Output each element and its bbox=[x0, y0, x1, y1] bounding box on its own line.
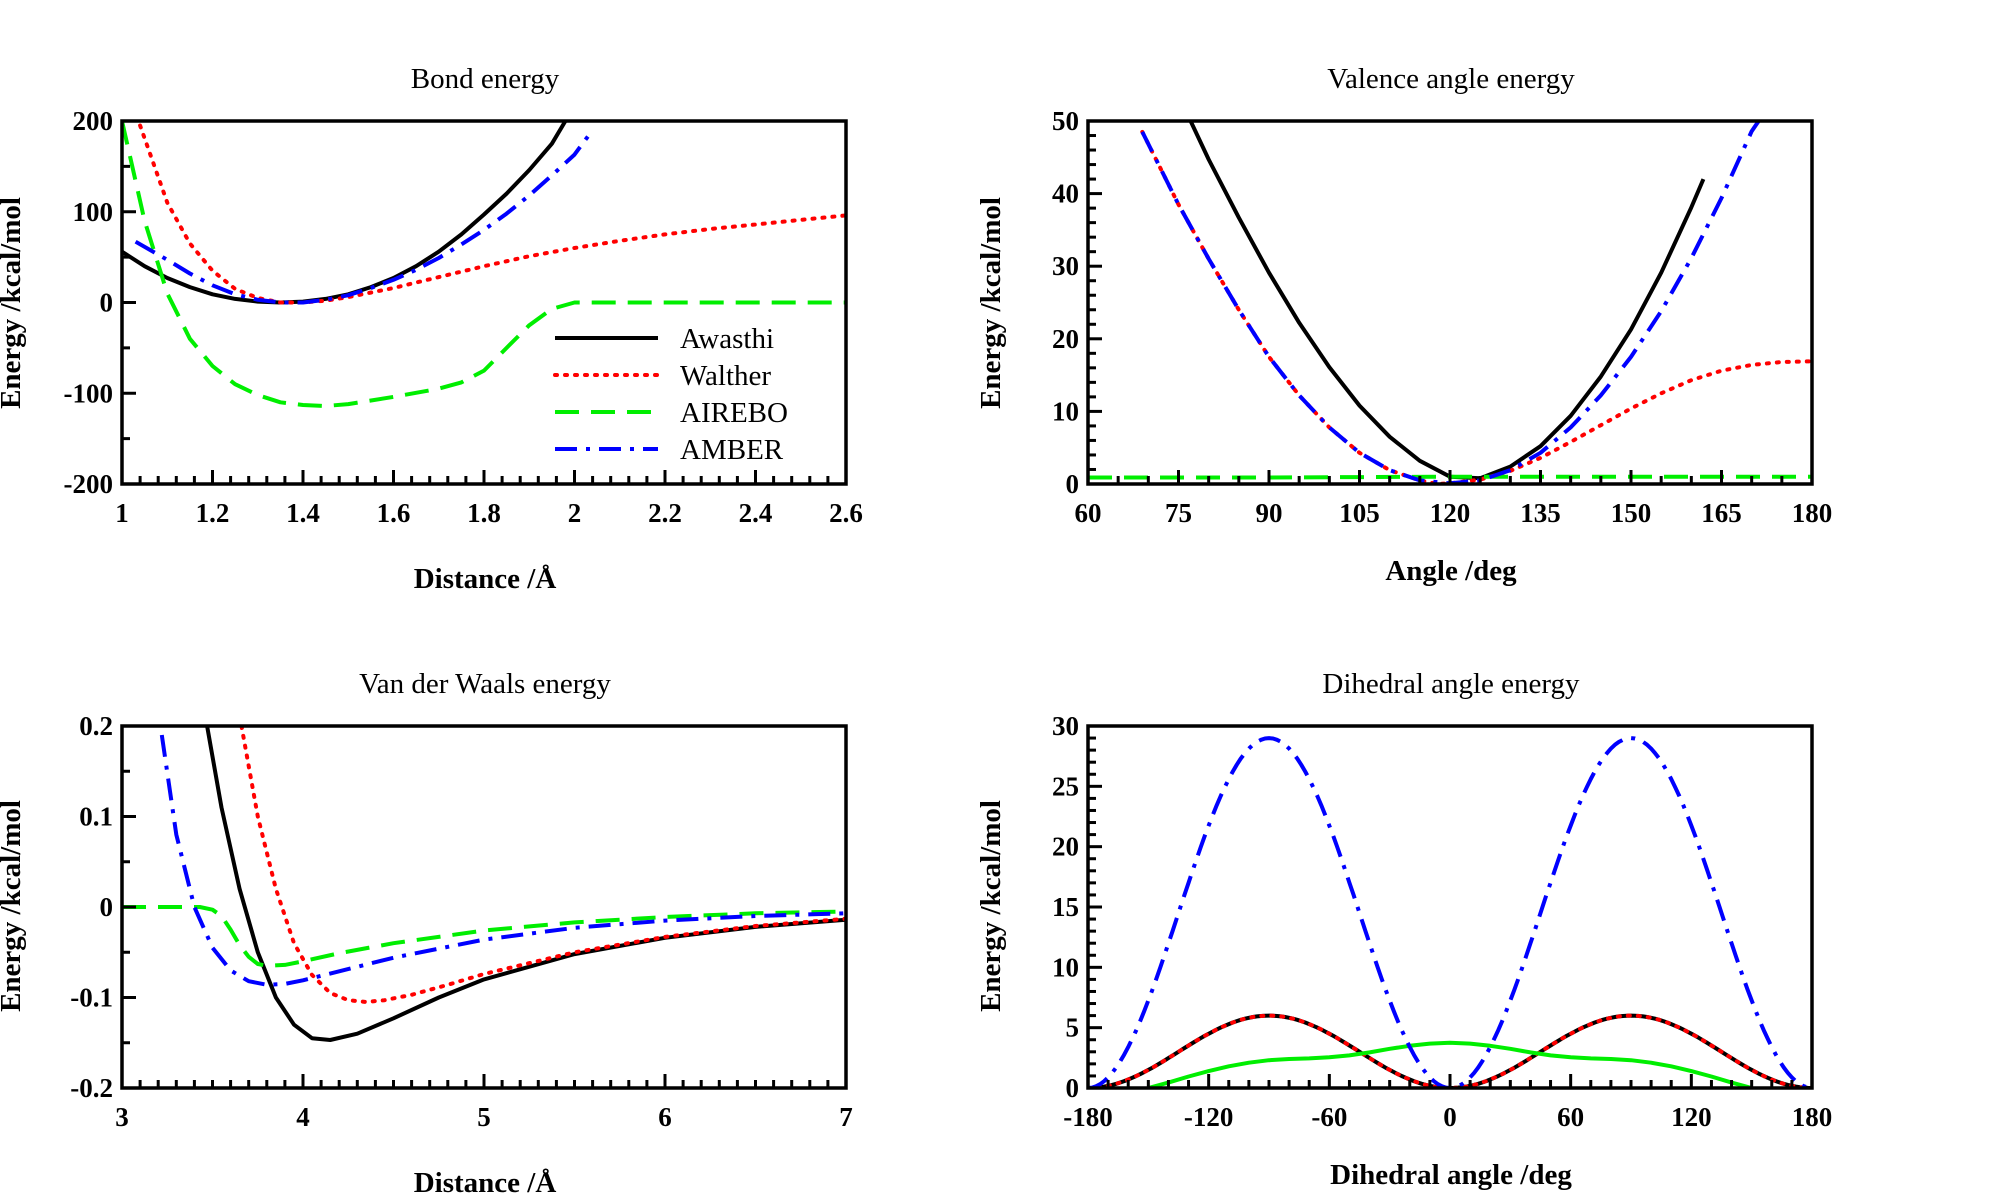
legend-label-amber: AMBER bbox=[680, 434, 784, 466]
chart-dihedral-angle-energy: Dihedral angle energy Dihedral angle /de… bbox=[975, 668, 1832, 1191]
y-tick-label: -0.2 bbox=[70, 1073, 113, 1103]
chart-title: Valence angle energy bbox=[1327, 63, 1575, 95]
y-tick-label: 20 bbox=[1052, 832, 1079, 862]
series-line-awasthi bbox=[122, 121, 568, 305]
series-line-amber bbox=[1140, 121, 1762, 484]
x-tick-label: 120 bbox=[1430, 498, 1471, 528]
series-line-awasthi bbox=[1188, 121, 1706, 481]
x-tick-label: 4 bbox=[296, 1102, 310, 1132]
series-line-awasthi bbox=[205, 726, 846, 1042]
series-line-airebo bbox=[122, 905, 846, 968]
plot-area bbox=[1088, 121, 1812, 484]
x-axis-label: Distance /Å bbox=[414, 1167, 557, 1199]
x-tick-label: 0 bbox=[1443, 1102, 1457, 1132]
x-tick-label: 5 bbox=[477, 1102, 491, 1132]
series-line-airebo bbox=[122, 121, 846, 408]
x-axis-label: Dihedral angle /deg bbox=[1330, 1159, 1572, 1191]
y-tick-label: 0 bbox=[1066, 1073, 1080, 1103]
legend-label-airebo: AIREBO bbox=[680, 397, 788, 429]
x-tick-label: 6 bbox=[658, 1102, 672, 1132]
x-tick-label: 180 bbox=[1792, 498, 1833, 528]
x-tick-label: 1.4 bbox=[286, 498, 320, 528]
x-tick-label: 7 bbox=[839, 1102, 853, 1132]
chart-title: Bond energy bbox=[411, 63, 560, 95]
chart-valence-angle-energy: Valence angle energy Angle /deg Energy /… bbox=[975, 63, 1832, 587]
y-axis-label: Energy /kcal/mol bbox=[975, 800, 1007, 1012]
y-tick-label: 5 bbox=[1066, 1013, 1080, 1043]
x-axis-label: Angle /deg bbox=[1385, 555, 1517, 587]
x-tick-label: 1 bbox=[115, 498, 129, 528]
legend-label-awasthi: Awasthi bbox=[680, 323, 774, 355]
plot-frame bbox=[1086, 119, 1814, 486]
x-tick-label: 105 bbox=[1339, 498, 1380, 528]
x-tick-label: -180 bbox=[1063, 1102, 1113, 1132]
y-tick-label: 30 bbox=[1052, 251, 1079, 281]
x-tick-label: -120 bbox=[1184, 1102, 1234, 1132]
chart-title: Dihedral angle energy bbox=[1322, 668, 1580, 700]
y-tick-label: 0.1 bbox=[79, 802, 113, 832]
y-tick-label: 40 bbox=[1052, 179, 1079, 209]
x-axis-label: Distance /Å bbox=[414, 563, 557, 595]
y-tick-label: 25 bbox=[1052, 771, 1079, 801]
x-tick-label: 60 bbox=[1075, 498, 1102, 528]
y-tick-label: 10 bbox=[1052, 396, 1079, 426]
chart-bond-energy: Bond energy Distance /Å Energy /kcal/mol… bbox=[0, 63, 863, 595]
series-line-walther bbox=[239, 726, 846, 1004]
x-tick-label: 150 bbox=[1611, 498, 1652, 528]
y-tick-label: 30 bbox=[1052, 711, 1079, 741]
plot-area bbox=[122, 121, 846, 408]
legend: Awasthi Walther AIREBO AMBER bbox=[553, 323, 788, 466]
y-tick-label: 200 bbox=[73, 106, 114, 136]
x-tick-label: 1.6 bbox=[377, 498, 411, 528]
y-tick-label: 0 bbox=[1066, 469, 1080, 499]
x-tick-label: 2.6 bbox=[829, 498, 863, 528]
y-axis-label: Energy /kcal/mol bbox=[0, 197, 27, 409]
y-tick-label: 20 bbox=[1052, 324, 1079, 354]
plot-frame bbox=[120, 724, 848, 1090]
y-tick-label: -200 bbox=[64, 469, 114, 499]
x-tick-label: 135 bbox=[1520, 498, 1561, 528]
x-tick-label: 2 bbox=[568, 498, 582, 528]
series-line-amber bbox=[159, 734, 846, 987]
plot-area bbox=[122, 726, 846, 1042]
x-tick-label: 2.2 bbox=[648, 498, 682, 528]
x-tick-label: 1.8 bbox=[467, 498, 501, 528]
series-line-awasthi bbox=[1088, 1013, 1812, 1088]
x-tick-label: 180 bbox=[1792, 1102, 1833, 1132]
x-tick-label: 165 bbox=[1701, 498, 1742, 528]
y-tick-label: 15 bbox=[1052, 892, 1079, 922]
x-tick-label: 75 bbox=[1165, 498, 1192, 528]
plot-area bbox=[1088, 736, 1812, 1088]
y-axis-label: Energy /kcal/mol bbox=[0, 800, 27, 1012]
x-tick-label: 120 bbox=[1671, 1102, 1712, 1132]
y-tick-label: 50 bbox=[1052, 106, 1079, 136]
y-axis-label: Energy /kcal/mol bbox=[975, 197, 1007, 409]
series-line-airebo bbox=[1147, 1040, 1753, 1088]
x-tick-label: 2.4 bbox=[739, 498, 773, 528]
y-tick-label: -100 bbox=[64, 378, 114, 408]
chart-title: Van der Waals energy bbox=[359, 668, 611, 700]
x-tick-label: 60 bbox=[1557, 1102, 1584, 1132]
y-tick-label: 10 bbox=[1052, 952, 1079, 982]
y-tick-label: -0.1 bbox=[70, 983, 113, 1013]
series-line-amber bbox=[134, 128, 595, 305]
x-tick-label: 1.2 bbox=[196, 498, 230, 528]
series-line-walther bbox=[138, 123, 846, 305]
series-line-amber bbox=[1088, 736, 1812, 1088]
y-tick-label: 0.2 bbox=[79, 711, 113, 741]
x-tick-label: -60 bbox=[1311, 1102, 1347, 1132]
legend-label-walther: Walther bbox=[680, 360, 771, 392]
y-tick-label: 100 bbox=[73, 197, 114, 227]
y-tick-label: 0 bbox=[100, 288, 114, 318]
x-tick-label: 90 bbox=[1256, 498, 1283, 528]
chart-van-der-waals-energy: Van der Waals energy Distance /Å Energy … bbox=[0, 668, 853, 1199]
series-line-walther bbox=[1140, 129, 1812, 484]
plot-frame bbox=[1086, 724, 1814, 1090]
x-tick-label: 3 bbox=[115, 1102, 129, 1132]
y-tick-label: 0 bbox=[100, 892, 114, 922]
